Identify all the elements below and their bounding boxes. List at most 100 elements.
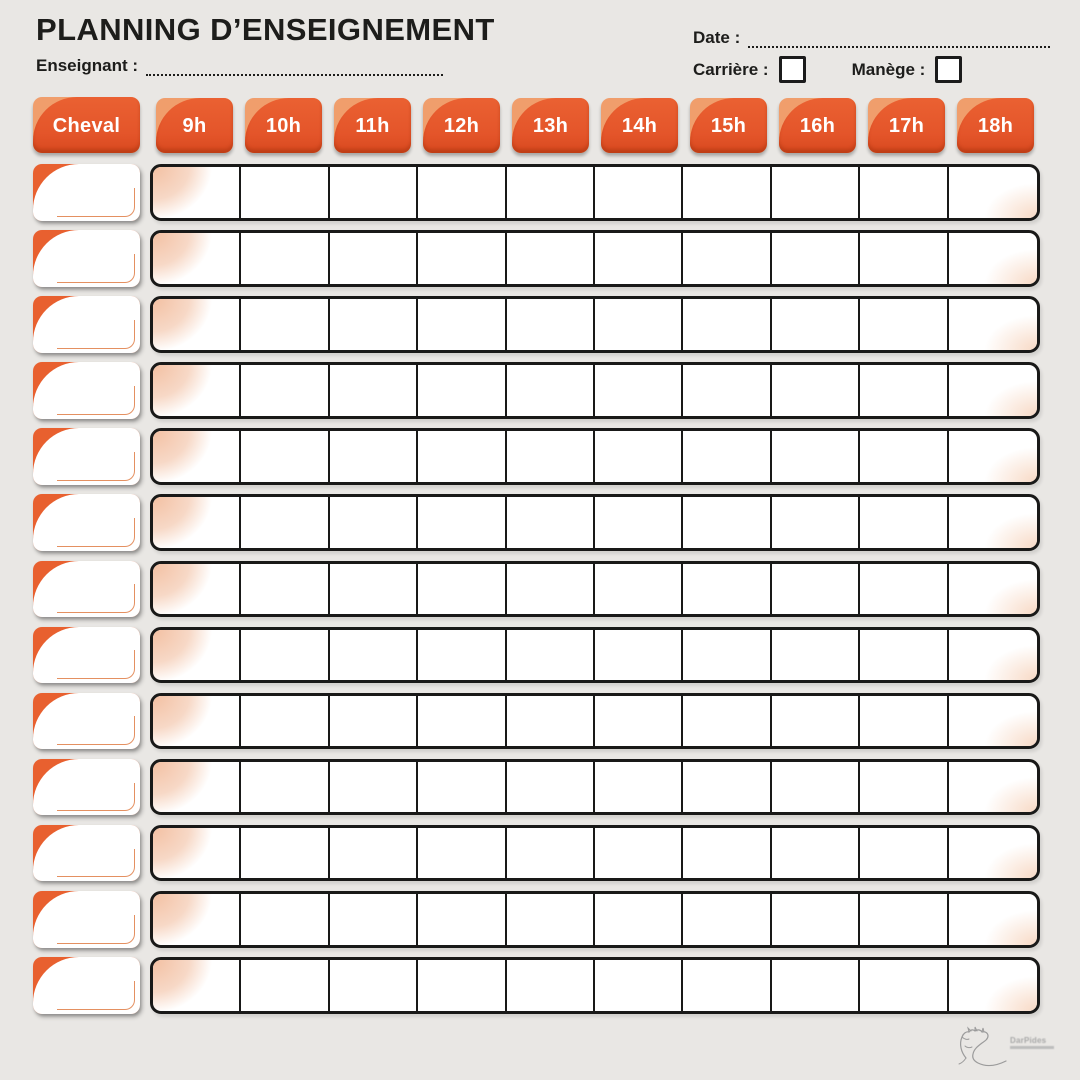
schedule-cell-13h[interactable] [506,497,595,548]
horse-name-card[interactable] [33,824,140,882]
schedule-cell-10h[interactable] [241,695,330,747]
schedule-cell-15h[interactable] [683,894,772,945]
schedule-cell-17h[interactable] [860,960,949,1011]
schedule-cell-11h[interactable] [329,167,419,218]
enseignant-input-line[interactable] [146,60,443,76]
schedule-cell-11h[interactable] [329,497,419,548]
schedule-cell-14h[interactable] [595,695,684,747]
schedule-cell-14h[interactable] [595,233,684,284]
schedule-cell-18h[interactable] [948,827,1037,879]
schedule-cell-9h[interactable] [153,761,242,813]
schedule-cell-15h[interactable] [683,299,772,350]
schedule-cell-14h[interactable] [595,299,684,350]
schedule-cell-13h[interactable] [506,761,595,813]
schedule-cell-12h[interactable] [418,299,507,350]
schedule-cell-17h[interactable] [860,299,949,350]
schedule-cell-14h[interactable] [595,497,684,548]
schedule-cell-11h[interactable] [329,827,419,879]
schedule-cell-13h[interactable] [506,365,595,416]
schedule-cell-12h[interactable] [418,761,507,813]
schedule-cell-15h[interactable] [683,365,772,416]
schedule-cell-12h[interactable] [418,827,507,879]
schedule-cell-16h[interactable] [771,960,861,1011]
schedule-cell-18h[interactable] [948,167,1037,218]
schedule-cell-11h[interactable] [329,299,419,350]
schedule-cell-16h[interactable] [771,365,861,416]
schedule-cell-11h[interactable] [329,629,419,681]
schedule-cell-18h[interactable] [948,695,1037,747]
schedule-cell-12h[interactable] [418,497,507,548]
schedule-cell-11h[interactable] [329,960,419,1011]
schedule-cell-17h[interactable] [860,431,949,482]
schedule-cell-10h[interactable] [241,167,330,218]
schedule-cell-12h[interactable] [418,167,507,218]
schedule-cell-13h[interactable] [506,431,595,482]
horse-name-card[interactable] [33,891,140,948]
schedule-cell-14h[interactable] [595,960,684,1011]
schedule-cell-16h[interactable] [771,563,861,615]
horse-name-card[interactable] [33,758,140,816]
horse-name-card[interactable] [33,494,140,551]
schedule-cell-17h[interactable] [860,695,949,747]
schedule-cell-11h[interactable] [329,365,419,416]
schedule-cell-15h[interactable] [683,167,772,218]
schedule-cell-16h[interactable] [771,167,861,218]
schedule-cell-14h[interactable] [595,629,684,681]
horse-name-card[interactable] [33,692,140,750]
schedule-cell-18h[interactable] [948,960,1037,1011]
horse-name-card[interactable] [33,957,140,1014]
schedule-cell-9h[interactable] [153,629,242,681]
schedule-cell-15h[interactable] [683,563,772,615]
schedule-cell-13h[interactable] [506,894,595,945]
schedule-cell-16h[interactable] [771,827,861,879]
schedule-cell-10h[interactable] [241,960,330,1011]
schedule-cell-9h[interactable] [153,497,242,548]
schedule-cell-15h[interactable] [683,233,772,284]
schedule-cell-17h[interactable] [860,497,949,548]
schedule-cell-10h[interactable] [241,894,330,945]
schedule-cell-9h[interactable] [153,827,242,879]
schedule-cell-11h[interactable] [329,233,419,284]
schedule-cell-9h[interactable] [153,563,242,615]
schedule-cell-12h[interactable] [418,431,507,482]
schedule-cell-13h[interactable] [506,695,595,747]
schedule-cell-16h[interactable] [771,629,861,681]
schedule-cell-10h[interactable] [241,563,330,615]
horse-name-card[interactable] [33,626,140,684]
schedule-cell-16h[interactable] [771,695,861,747]
horse-name-card[interactable] [33,560,140,618]
schedule-cell-11h[interactable] [329,761,419,813]
schedule-cell-15h[interactable] [683,695,772,747]
schedule-cell-15h[interactable] [683,629,772,681]
schedule-cell-9h[interactable] [153,960,242,1011]
schedule-cell-12h[interactable] [418,960,507,1011]
date-input-line[interactable] [748,32,1050,48]
schedule-cell-16h[interactable] [771,497,861,548]
schedule-cell-13h[interactable] [506,960,595,1011]
schedule-cell-9h[interactable] [153,894,242,945]
schedule-cell-17h[interactable] [860,167,949,218]
manege-checkbox[interactable] [935,56,963,83]
schedule-cell-11h[interactable] [329,431,419,482]
schedule-cell-15h[interactable] [683,960,772,1011]
schedule-cell-18h[interactable] [948,894,1037,945]
schedule-cell-11h[interactable] [329,563,419,615]
schedule-cell-17h[interactable] [860,629,949,681]
schedule-cell-10h[interactable] [241,365,330,416]
schedule-cell-13h[interactable] [506,299,595,350]
schedule-cell-16h[interactable] [771,431,861,482]
schedule-cell-15h[interactable] [683,761,772,813]
schedule-cell-14h[interactable] [595,894,684,945]
schedule-cell-13h[interactable] [506,827,595,879]
schedule-cell-10h[interactable] [241,233,330,284]
schedule-cell-18h[interactable] [948,497,1037,548]
schedule-cell-15h[interactable] [683,497,772,548]
schedule-cell-16h[interactable] [771,761,861,813]
schedule-cell-10h[interactable] [241,431,330,482]
schedule-cell-13h[interactable] [506,233,595,284]
schedule-cell-10h[interactable] [241,497,330,548]
schedule-cell-11h[interactable] [329,695,419,747]
schedule-cell-18h[interactable] [948,233,1037,284]
schedule-cell-17h[interactable] [860,827,949,879]
schedule-cell-9h[interactable] [153,233,242,284]
